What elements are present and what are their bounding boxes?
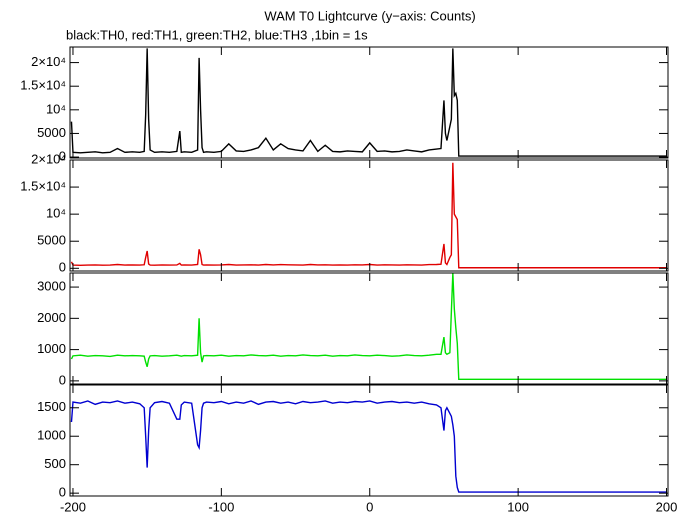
y-tick-label: 1.5×10⁴: [20, 78, 66, 93]
panel-frame: [69, 384, 669, 497]
panel-frame: [69, 46, 669, 159]
x-tick-label: -200: [60, 499, 86, 514]
y-tick-label: 0: [59, 148, 66, 163]
y-tick-label: 0: [59, 485, 66, 500]
y-tick-label: 2000: [37, 310, 66, 325]
panel-frame: [69, 272, 669, 385]
y-tick-label: 3000: [37, 279, 66, 294]
y-tick-label: 0: [59, 260, 66, 275]
y-tick-label: 1.5×10⁴: [20, 179, 66, 194]
y-tick-label: 10⁴: [46, 101, 66, 116]
y-tick-label: 2×10⁴: [31, 54, 66, 69]
y-tick-label: 10⁴: [46, 206, 66, 221]
y-tick-label: 1000: [37, 341, 66, 356]
x-tick-label: 100: [507, 499, 529, 514]
x-tick-label: 0: [366, 499, 373, 514]
x-tick-label: -100: [208, 499, 234, 514]
y-tick-label: 0: [59, 372, 66, 387]
y-tick-label: 5000: [37, 233, 66, 248]
chart-title: WAM T0 Lightcurve (y−axis: Counts): [264, 8, 475, 23]
x-tick-label: 200: [656, 499, 678, 514]
chart-subtitle: black:TH0, red:TH1, green:TH2, blue:TH3 …: [66, 27, 368, 42]
series-line: [70, 273, 667, 381]
panel-frame: [69, 159, 669, 272]
series-line: [70, 48, 667, 157]
y-tick-label: 1000: [37, 428, 66, 443]
series-line: [70, 400, 667, 493]
y-tick-label: 1500: [37, 399, 66, 414]
y-tick-label: 500: [44, 456, 66, 471]
y-tick-label: 5000: [37, 125, 66, 140]
y-tick-label: 2×10⁴: [31, 151, 66, 166]
series-line: [70, 162, 667, 269]
